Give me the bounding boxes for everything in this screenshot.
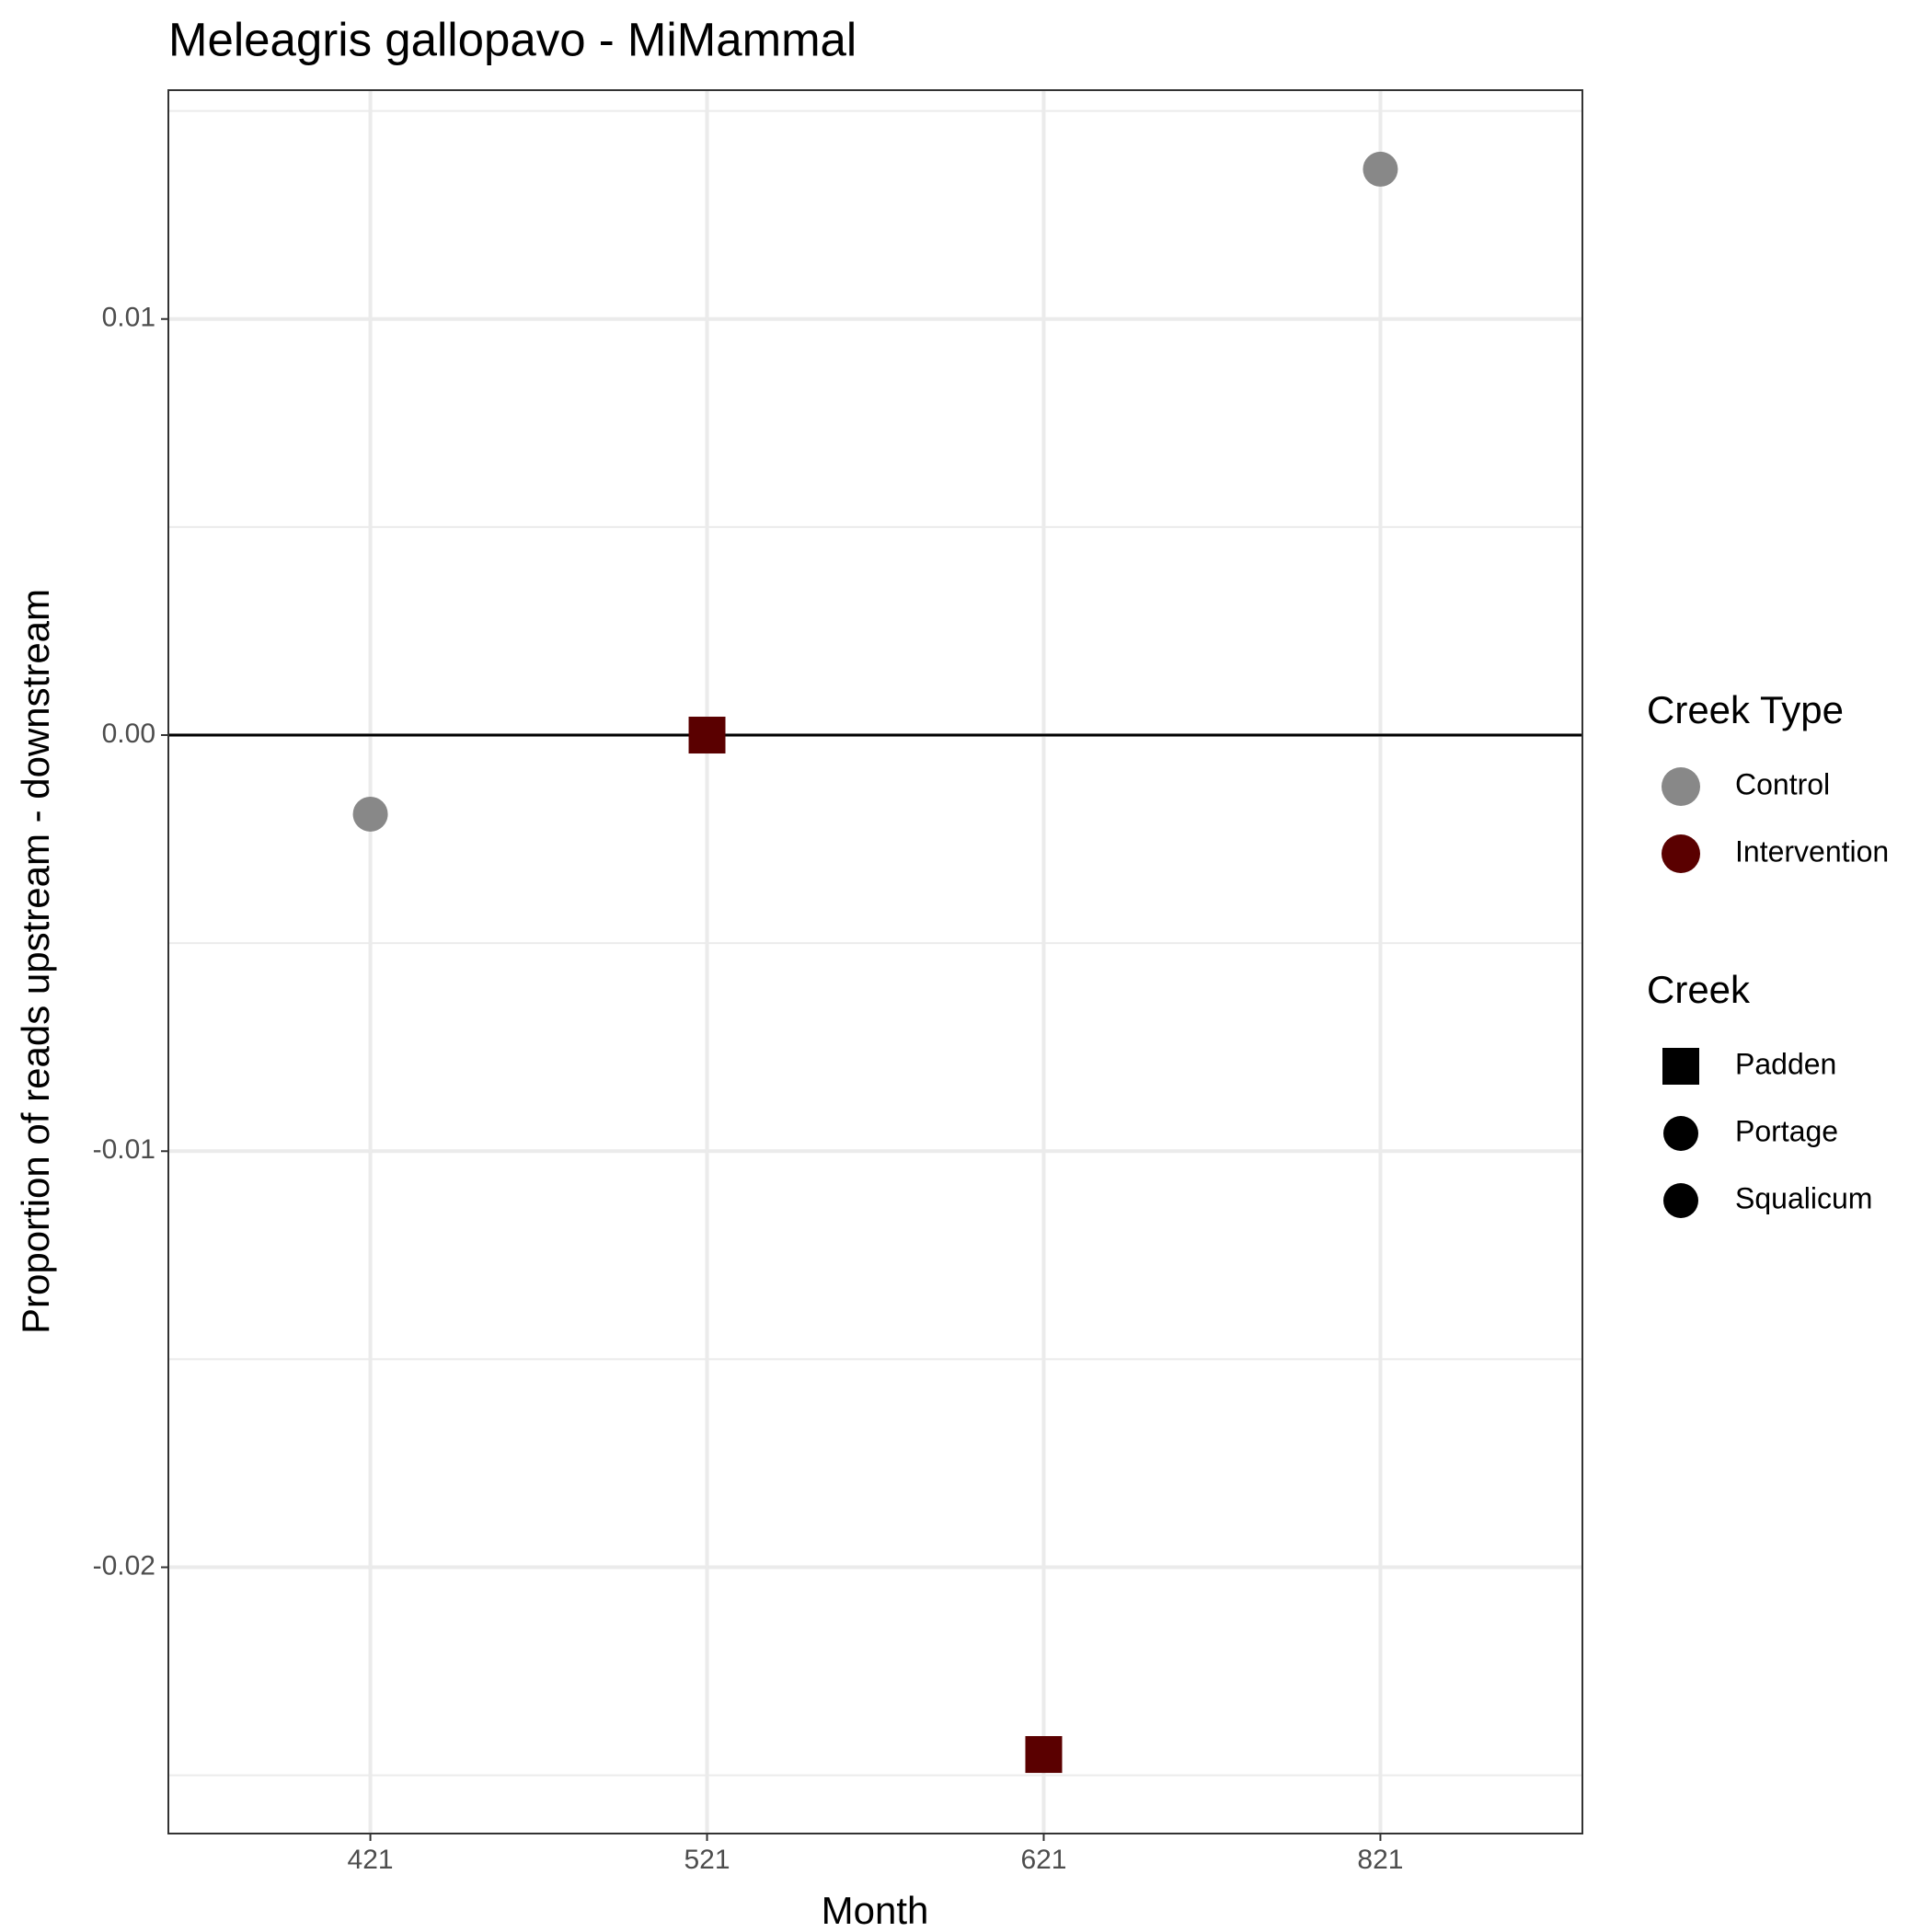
legend-label: Intervention <box>1735 834 1889 868</box>
legend-key <box>1662 834 1700 873</box>
plot-border <box>167 89 1583 1834</box>
plot-area: -0.02 -0.01 0.00 0.01 421 521 621 821 <box>93 89 1583 1875</box>
x-tick-label: 821 <box>1357 1845 1403 1875</box>
y-tick-label: 0.00 <box>102 719 155 749</box>
legend-key <box>1663 1183 1698 1218</box>
legend-title: Creek Type <box>1647 688 1844 731</box>
x-axis-title: Month <box>822 1889 929 1932</box>
legend: Creek Type Control Intervention Creek Padden… <box>1647 688 1889 1218</box>
y-tick-label: -0.01 <box>93 1134 155 1165</box>
x-tick-label: 521 <box>684 1845 730 1875</box>
x-tick-label: 421 <box>348 1845 394 1875</box>
point <box>1025 1736 1063 1774</box>
legend-title: Creek <box>1647 968 1751 1011</box>
x-tick-label: 621 <box>1020 1845 1066 1875</box>
legend-label: Portage <box>1735 1114 1838 1147</box>
y-axis-title: Proportion of reads upstream - downstrea… <box>14 589 57 1334</box>
point <box>1363 151 1398 187</box>
legend-key <box>1662 767 1700 806</box>
legend-label: Control <box>1735 767 1830 800</box>
y-tick-label: -0.02 <box>93 1550 155 1581</box>
legend-label: Squalicum <box>1735 1181 1872 1214</box>
point <box>688 717 726 754</box>
legend-key <box>1662 1048 1699 1085</box>
legend-label: Padden <box>1735 1047 1836 1080</box>
y-tick-label: 0.01 <box>102 303 155 333</box>
point <box>352 796 388 832</box>
chart-title: Meleagris gallopavo - MiMammal <box>168 13 857 65</box>
legend-key <box>1663 1116 1698 1151</box>
